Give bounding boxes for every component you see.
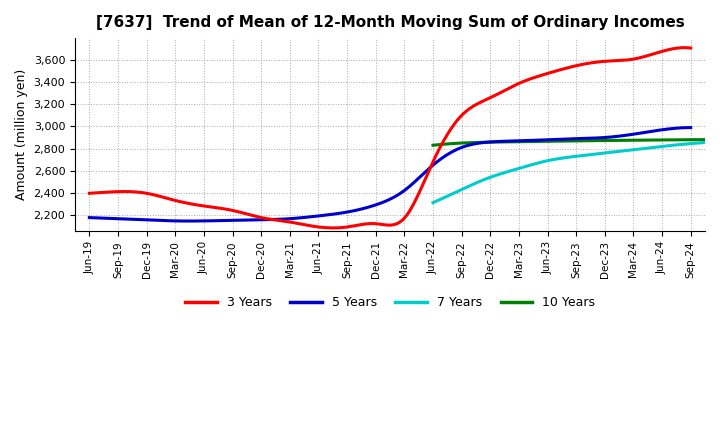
Title: [7637]  Trend of Mean of 12-Month Moving Sum of Ordinary Incomes: [7637] Trend of Mean of 12-Month Moving … [96, 15, 685, 30]
Y-axis label: Amount (million yen): Amount (million yen) [15, 69, 28, 200]
Legend: 3 Years, 5 Years, 7 Years, 10 Years: 3 Years, 5 Years, 7 Years, 10 Years [180, 291, 600, 314]
